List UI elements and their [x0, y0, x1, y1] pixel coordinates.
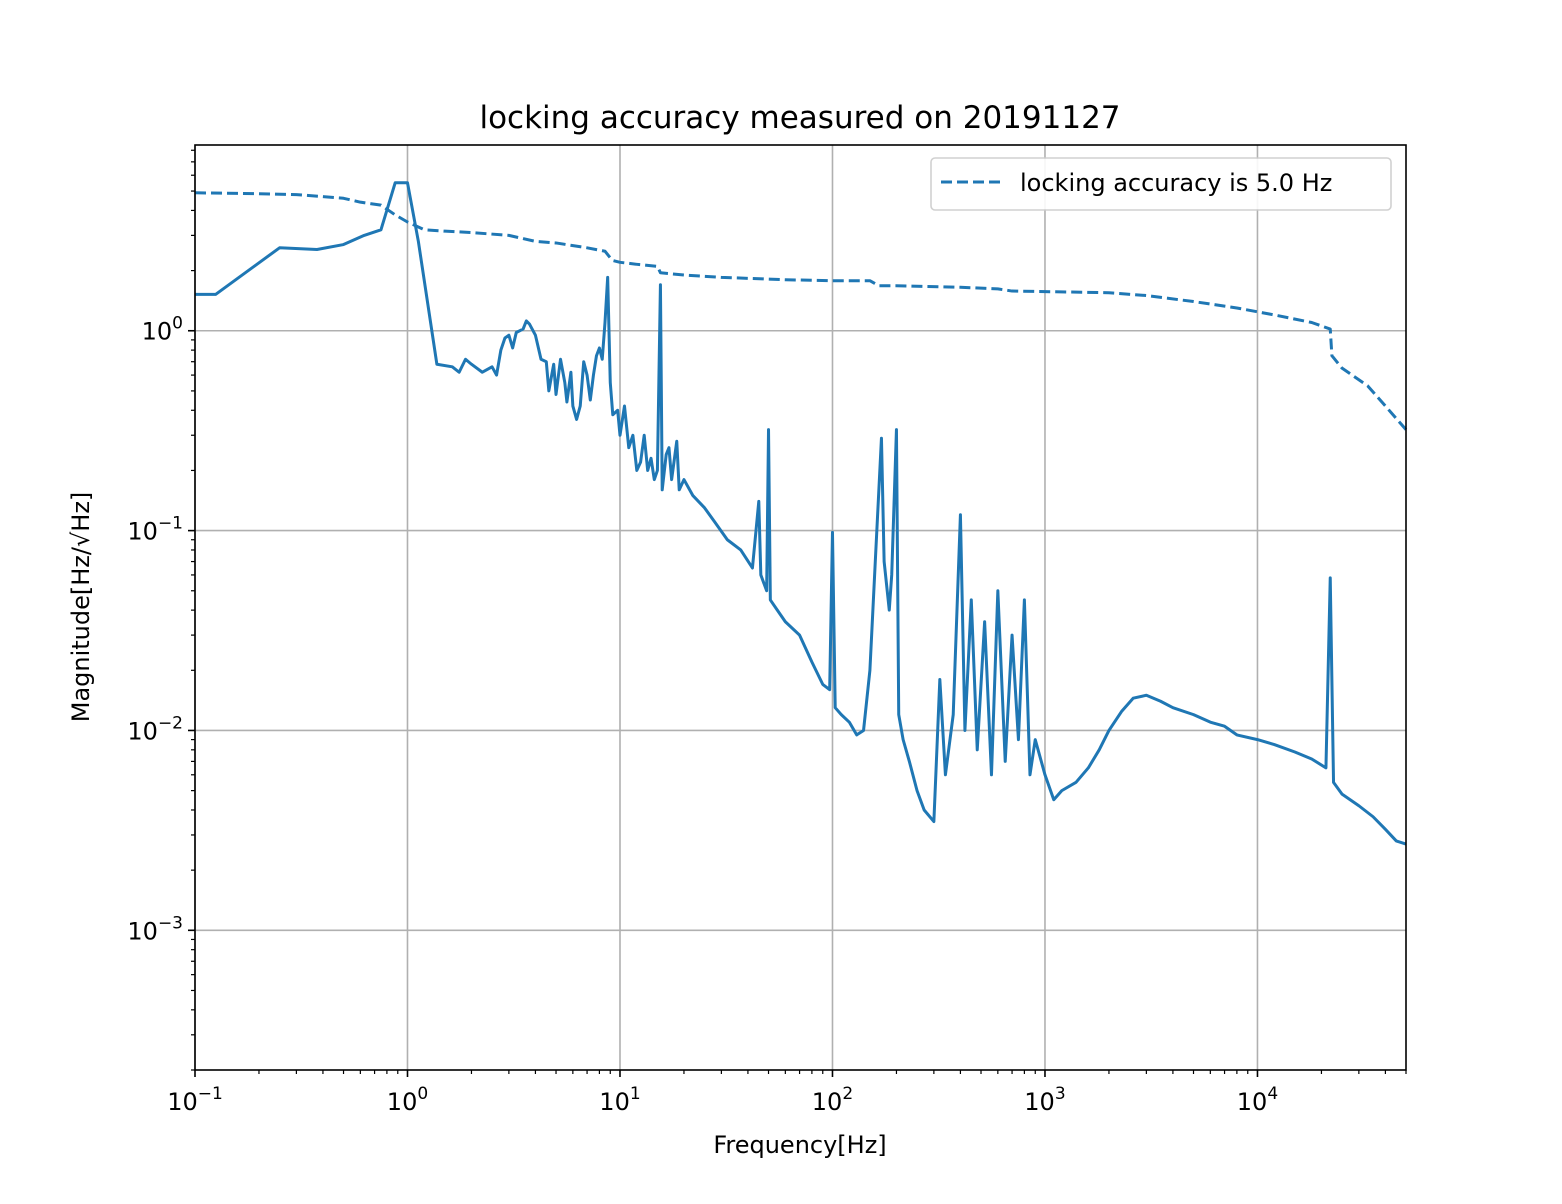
y-tick-label: 10−1 — [127, 514, 183, 546]
x-tick-label: 100 — [387, 1084, 428, 1116]
y-axis-label: Magnitude[Hz/√Hz] — [67, 492, 95, 723]
x-axis-label: Frequency[Hz] — [713, 1131, 886, 1159]
grid — [194, 145, 1406, 1070]
series-line-locking-accuracy — [194, 191, 1408, 431]
series-line-spectrum — [195, 181, 1407, 846]
x-tick-label: 101 — [599, 1084, 640, 1116]
y-tick-label: 100 — [142, 314, 183, 346]
y-tick-label: 10−3 — [127, 913, 183, 945]
x-tick-label: 103 — [1024, 1084, 1065, 1116]
legend-label: locking accuracy is 5.0 Hz — [1020, 169, 1332, 197]
legend: locking accuracy is 5.0 Hz — [930, 157, 1392, 211]
legend-box — [930, 157, 1392, 211]
y-tick-label: 10−2 — [127, 713, 183, 745]
chart-title: locking accuracy measured on 20191127 — [479, 100, 1120, 136]
x-tick-label: 10−1 — [167, 1084, 223, 1116]
x-tick-label: 104 — [1237, 1084, 1278, 1116]
plot-frame — [194, 144, 1407, 1071]
x-tick-label: 102 — [812, 1084, 853, 1116]
tick-labels: 10−1 100 101 102 103 104 10−3 10−2 10−1 100 — [127, 314, 1278, 1116]
series-layer — [194, 181, 1408, 846]
